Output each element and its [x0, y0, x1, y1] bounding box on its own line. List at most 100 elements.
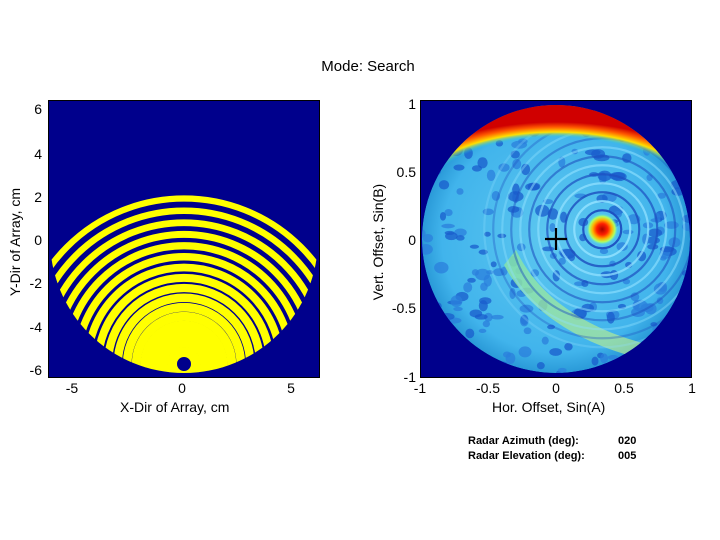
phase-stripe: [50, 219, 318, 373]
y-tick: 0: [34, 232, 42, 248]
speckle-dot: [482, 320, 491, 328]
y-tick: -4: [29, 319, 42, 335]
x-tick: -1: [413, 380, 427, 396]
elevation-row: Radar Elevation (deg): 005: [468, 449, 636, 464]
speckle-dot: [471, 269, 479, 276]
speckle-dot: [536, 362, 545, 370]
y-tick: -6: [29, 362, 42, 378]
azimuth-value: 020: [618, 435, 637, 447]
speckle-dot: [637, 250, 647, 262]
speckle-dot: [445, 232, 458, 241]
y-axis-label: Y-Dir of Array, cm: [7, 187, 23, 297]
speckle-dot: [555, 370, 562, 373]
speckle-dot: [558, 257, 566, 265]
speckle-dot: [453, 306, 463, 312]
speckle-dot: [490, 261, 497, 268]
crosshair-marker: [545, 228, 567, 250]
beam-pattern-plot: [420, 100, 692, 378]
speckle-dot: [682, 222, 690, 232]
y-tick: 4: [34, 146, 42, 162]
y-tick: 6: [34, 101, 42, 117]
speckle-dot: [535, 204, 550, 217]
y-axis-label: Vert. Offset, Sin(B): [370, 183, 386, 301]
x-tick: -5: [65, 380, 79, 396]
y-tick: 1: [408, 96, 416, 112]
speckle-dot: [647, 228, 663, 238]
y-tick: 0: [408, 232, 416, 248]
speckle-dot: [599, 248, 609, 255]
speckle-dot: [547, 324, 556, 330]
speckle-dot: [422, 233, 434, 243]
array-phase-plot: [48, 100, 320, 378]
speckle-dot: [497, 233, 507, 239]
speckle-dot: [650, 218, 661, 223]
phase-stripe: [50, 195, 318, 373]
speckle-dot: [469, 309, 483, 318]
speckle-dot: [450, 295, 463, 308]
azimuth-label: Radar Azimuth (deg):: [468, 435, 579, 447]
phase-stripe: [157, 337, 211, 373]
speckle-dot: [422, 229, 426, 238]
speckle-dot: [484, 312, 493, 322]
beam-ring: [582, 209, 623, 250]
y-tick: -2: [29, 275, 42, 291]
phase-stripe: [149, 329, 219, 373]
speckle-dot: [600, 353, 609, 364]
phase-stripe: [50, 207, 318, 373]
speckle-dot: [441, 223, 455, 229]
speckle-dot: [493, 268, 505, 277]
speckle-dot: [606, 311, 615, 324]
x-tick: -0.5: [475, 380, 501, 396]
speckle-dot: [622, 229, 634, 235]
speckle-dot: [549, 348, 563, 356]
speckle-dot: [482, 208, 494, 216]
main-beam: [586, 213, 619, 246]
speckle-dot: [478, 249, 488, 255]
speckle-dot: [465, 328, 475, 339]
speckle-dot: [469, 244, 480, 249]
speckle-dot: [454, 228, 467, 237]
speckle-dot: [557, 367, 567, 373]
elevation-value: 005: [618, 450, 637, 462]
plot-frame: [420, 100, 692, 378]
speckle-dot: [549, 222, 556, 232]
speckle-dot: [439, 212, 447, 221]
speckle-dot: [650, 322, 658, 327]
speckle-dot: [463, 282, 473, 293]
x-axis-label: Hor. Offset, Sin(A): [492, 399, 606, 415]
phase-center: [180, 358, 188, 366]
x-tick: 0: [552, 380, 560, 396]
speckle-dot: [484, 231, 491, 237]
y-tick: -0.5: [391, 300, 416, 316]
phase-stripe: [131, 311, 237, 373]
speckle-dot: [478, 328, 487, 334]
speckle-dot: [519, 304, 534, 313]
beam-ring: [573, 200, 632, 259]
plot-frame: [48, 100, 320, 378]
speckle-dot: [455, 235, 465, 241]
speckle-dot: [523, 327, 532, 335]
y-tick: -1: [403, 369, 416, 385]
speckle-dot: [591, 356, 599, 366]
y-tick: 2: [34, 189, 42, 205]
azimuth-row: Radar Azimuth (deg): 020: [468, 434, 636, 449]
speckle-dot: [519, 315, 529, 327]
speckle-dot: [505, 352, 516, 365]
speckle-dot: [467, 277, 476, 283]
speckle-dot: [607, 355, 619, 360]
x-tick: 0: [178, 380, 186, 396]
speckle-dot: [434, 261, 449, 274]
speckle-dot: [653, 283, 668, 295]
speckle-dot: [541, 336, 549, 345]
phase-stripe: [140, 320, 228, 373]
mode-title: Mode: Search: [321, 58, 415, 75]
speckle-dot: [444, 209, 453, 217]
speckle-dot: [483, 274, 492, 287]
speckle-dot: [518, 346, 532, 358]
speckle-dot: [491, 314, 504, 320]
speckle-dot: [479, 297, 492, 305]
speckle-dot: [509, 288, 516, 300]
radar-readout: Radar Azimuth (deg): 020 Radar Elevation…: [468, 434, 636, 464]
x-tick: 5: [287, 380, 295, 396]
speckle-dot: [507, 206, 520, 213]
